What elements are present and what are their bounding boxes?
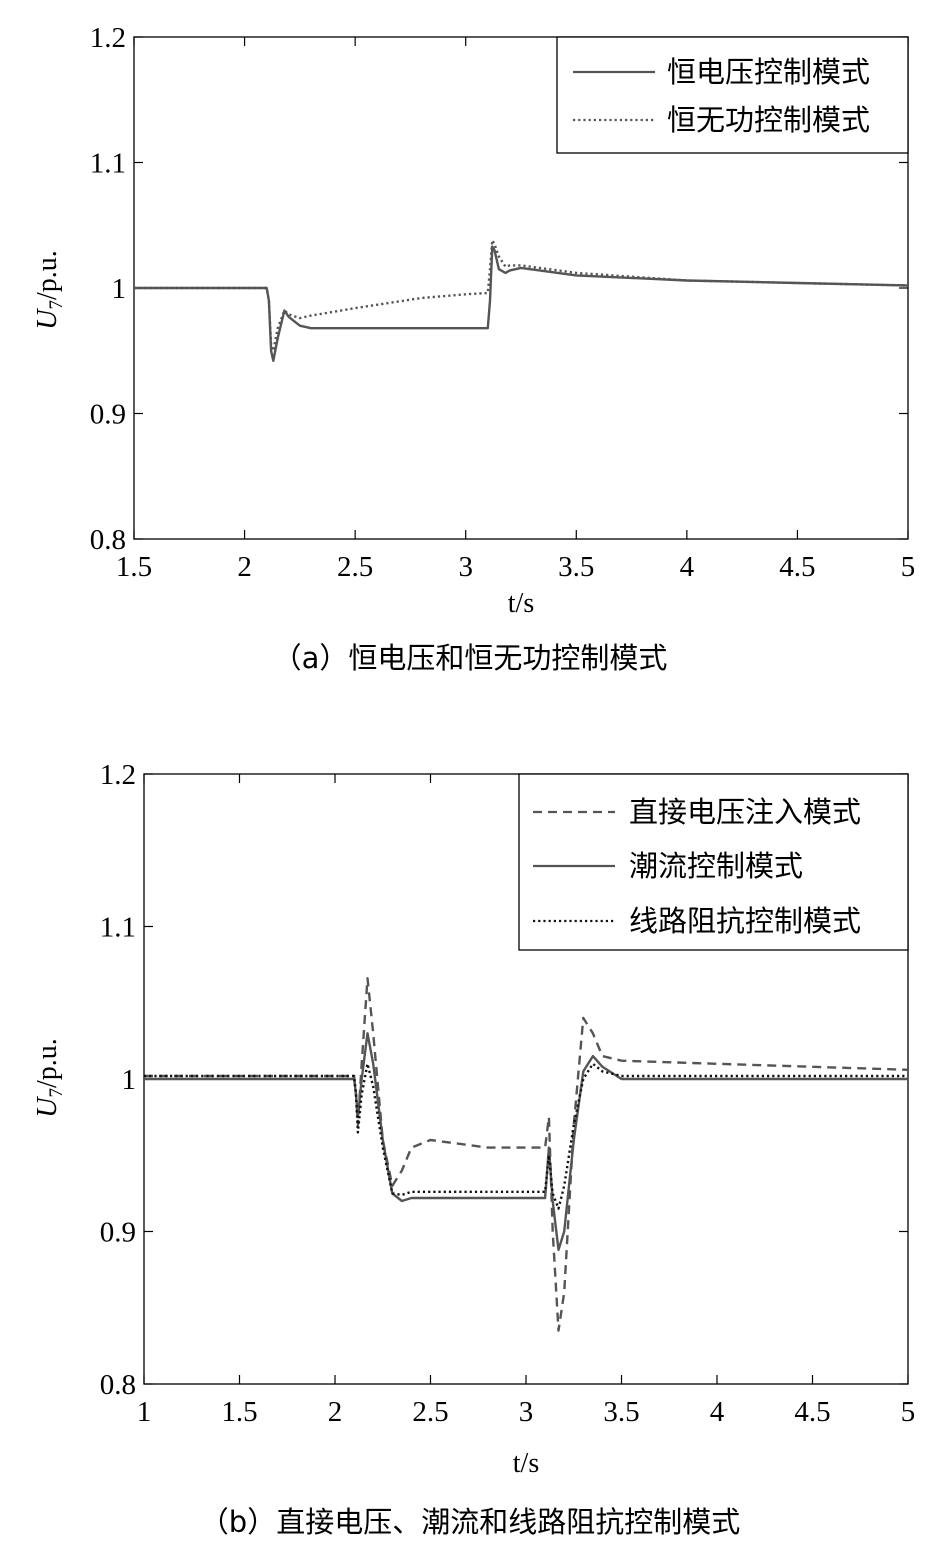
b-y-tick-label-2: 1 (122, 1064, 137, 1096)
a-series-line-0 (134, 245, 909, 362)
a-series-line-1 (134, 239, 909, 352)
b-x-tick-label-0: 1 (137, 1396, 152, 1428)
b-x-tick-label-5: 3.5 (603, 1396, 639, 1428)
b-x-tick-label-6: 4 (710, 1396, 725, 1428)
a-y-tick-label-2: 1 (112, 273, 127, 305)
a-x-tick-label-0: 1.5 (116, 551, 152, 583)
b-y-tick-label-4: 1.2 (100, 759, 136, 791)
chart-a-y-axis-label-unit: /p.u. (32, 250, 63, 300)
chart-b-legend-box (518, 773, 909, 951)
chart-b-legend: 直接电压注入模式 潮流控制模式 线路阻抗控制模式 (518, 773, 909, 951)
a-x-tick-label-2: 2.5 (337, 551, 373, 583)
b-x-tick-label-7: 4.5 (794, 1396, 830, 1428)
a-x-tick-label-6: 4.5 (779, 551, 815, 583)
chart-a-legend-box (556, 36, 909, 154)
b-y-tick-label-3: 1.1 (100, 912, 136, 944)
b-x-tick-label-2: 2 (328, 1396, 343, 1428)
chart-a-y-axis-label: U7/p.u. (32, 250, 67, 330)
chart-b-y-axis-label-unit: /p.u. (32, 1038, 63, 1088)
a-y-tick-label-3: 1.1 (90, 148, 126, 180)
b-y-tick-label-1: 0.9 (100, 1217, 136, 1249)
a-x-tick-label-5: 4 (680, 551, 695, 583)
chart-a-caption: （a）恒电压和恒无功控制模式 (273, 641, 668, 675)
chart-b-y-axis-label-sub: 7 (46, 1088, 67, 1098)
a-x-tick-label-7: 5 (901, 551, 916, 583)
b-series-line-0 (144, 977, 909, 1332)
chart-b-series (144, 977, 909, 1332)
chart-a-y-axis-label-main: U (32, 308, 63, 330)
chart-b-legend-label-0: 直接电压注入模式 (629, 795, 861, 829)
chart-a-legend-label-0: 恒电压控制模式 (667, 55, 870, 89)
a-x-tick-label-1: 2 (237, 551, 252, 583)
chart-a-legend-label-1: 恒无功控制模式 (667, 103, 870, 137)
b-series-line-1 (144, 1032, 908, 1252)
chart-a-series (134, 239, 909, 362)
b-x-tick-label-1: 1.5 (221, 1396, 257, 1428)
chart-b-y-axis-label: U7/p.u. (32, 1038, 67, 1118)
a-y-tick-label-0: 0.8 (90, 524, 126, 556)
chart-b-y-axis-label-main: U (32, 1096, 63, 1118)
b-y-tick-label-0: 0.8 (100, 1369, 136, 1401)
a-x-tick-label-3: 3 (458, 551, 473, 583)
a-y-tick-label-4: 1.2 (90, 22, 126, 54)
chart-a-x-axis-label: t/s (508, 588, 534, 619)
b-x-tick-label-4: 3 (519, 1396, 534, 1428)
chart-b-legend-label-2: 线路阻抗控制模式 (629, 904, 861, 938)
chart-a: 1.5 2 2.5 3 3.5 4 4.5 5 0.8 0.9 1 1.1 1.2 t/s U7/p.u… (32, 22, 915, 675)
chart-b-legend-label-1: 潮流控制模式 (629, 849, 803, 883)
a-y-tick-label-1: 0.9 (90, 399, 126, 431)
a-x-tick-label-4: 3.5 (558, 551, 594, 583)
chart-a-legend: 恒电压控制模式 恒无功控制模式 (556, 36, 909, 154)
chart-b-caption: （b）直接电压、潮流和线路阻抗控制模式 (200, 1505, 740, 1539)
b-x-tick-label-3: 2.5 (412, 1396, 448, 1428)
chart-b-x-axis-label: t/s (513, 1448, 539, 1479)
chart-b: 1 1.5 2 2.5 3 3.5 4 4.5 5 0.8 0.9 1 1.1 1.2 t/s U7/p.… (32, 759, 915, 1539)
chart-a-y-axis-label-sub: 7 (46, 300, 67, 310)
b-x-tick-label-8: 5 (901, 1396, 916, 1428)
